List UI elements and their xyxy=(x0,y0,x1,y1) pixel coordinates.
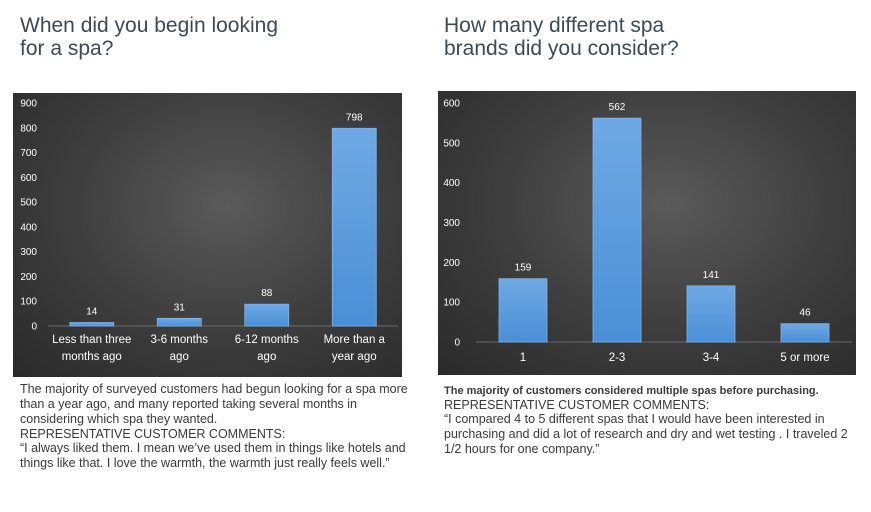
category-label: 3-4 xyxy=(703,352,720,364)
comments-heading: REPRESENTATIVE CUSTOMER COMMENTS: xyxy=(20,427,286,441)
data-label: 14 xyxy=(86,307,98,318)
bar xyxy=(498,278,548,343)
bar-chart-brands-considered: 0 100 200 300 400 500 600 159 1 562 2-3 141 3-4 46 5 o… xyxy=(438,91,856,375)
y-tick-label: 600 xyxy=(20,173,37,184)
y-tick-label: 0 xyxy=(31,322,37,333)
category-label: 3-6 months xyxy=(150,334,208,346)
data-label: 88 xyxy=(261,288,273,299)
y-tick-label: 400 xyxy=(20,222,37,233)
chart-caption: The majority of customers considered mul… xyxy=(444,384,854,457)
bar xyxy=(156,317,202,327)
y-tick-label: 800 xyxy=(20,123,37,134)
bar xyxy=(592,117,642,343)
category-label: 6-12 months xyxy=(235,334,299,346)
y-tick-label: 0 xyxy=(454,338,460,349)
bar-chart-svg: 0 100 200 300 400 500 600 159 1 562 2-3 141 3-4 46 5 o… xyxy=(443,99,852,364)
category-label: months ago xyxy=(62,351,122,363)
bar xyxy=(244,303,290,327)
category-label: Less than three xyxy=(52,334,131,346)
bar xyxy=(780,323,830,343)
y-tick-label: 500 xyxy=(443,138,460,149)
y-tick-label: 400 xyxy=(443,178,460,189)
bar-chart-start-time: 0 100 200 300 400 500 600 700 800 900 14 Less than … xyxy=(13,93,402,377)
chart-title: When did you begin looking for a spa? xyxy=(20,14,279,60)
category-label: More than a xyxy=(324,334,386,346)
category-label: 1 xyxy=(520,352,526,364)
y-tick-label: 300 xyxy=(20,247,37,258)
comments-heading: REPRESENTATIVE CUSTOMER COMMENTS: xyxy=(444,398,710,412)
chart-title: How many different spa brands did you co… xyxy=(444,14,679,60)
y-tick-label: 500 xyxy=(20,198,37,209)
y-tick-label: 200 xyxy=(20,272,37,283)
y-tick-label: 100 xyxy=(20,297,37,308)
category-label: 5 or more xyxy=(780,352,829,364)
category-label: ago xyxy=(170,351,189,363)
bar xyxy=(331,127,377,327)
data-label: 562 xyxy=(609,102,626,113)
summary-text: The majority of customers considered mul… xyxy=(444,385,819,397)
data-label: 46 xyxy=(799,308,811,319)
y-tick-label: 100 xyxy=(443,298,460,309)
category-label: year ago xyxy=(332,351,377,363)
data-label: 159 xyxy=(515,263,532,274)
data-label: 141 xyxy=(703,270,720,281)
category-label: 2-3 xyxy=(609,352,626,364)
customer-quote: “I always liked them. I mean we’ve used … xyxy=(20,441,406,470)
summary-text: The majority of surveyed customers had b… xyxy=(20,382,408,426)
y-tick-label: 300 xyxy=(443,218,460,229)
y-tick-label: 600 xyxy=(443,99,460,110)
bar xyxy=(686,285,736,343)
category-label: ago xyxy=(257,351,276,363)
y-tick-label: 900 xyxy=(20,99,37,110)
y-tick-label: 200 xyxy=(443,258,460,269)
y-tick-label: 700 xyxy=(20,148,37,159)
data-label: 31 xyxy=(174,302,186,313)
chart-caption: The majority of surveyed customers had b… xyxy=(20,382,410,471)
bar-chart-svg: 0 100 200 300 400 500 600 700 800 900 14 Less than … xyxy=(20,99,398,363)
bar xyxy=(69,322,115,327)
customer-quote: “I compared 4 to 5 different spas that I… xyxy=(444,412,848,456)
data-label: 798 xyxy=(346,112,363,123)
